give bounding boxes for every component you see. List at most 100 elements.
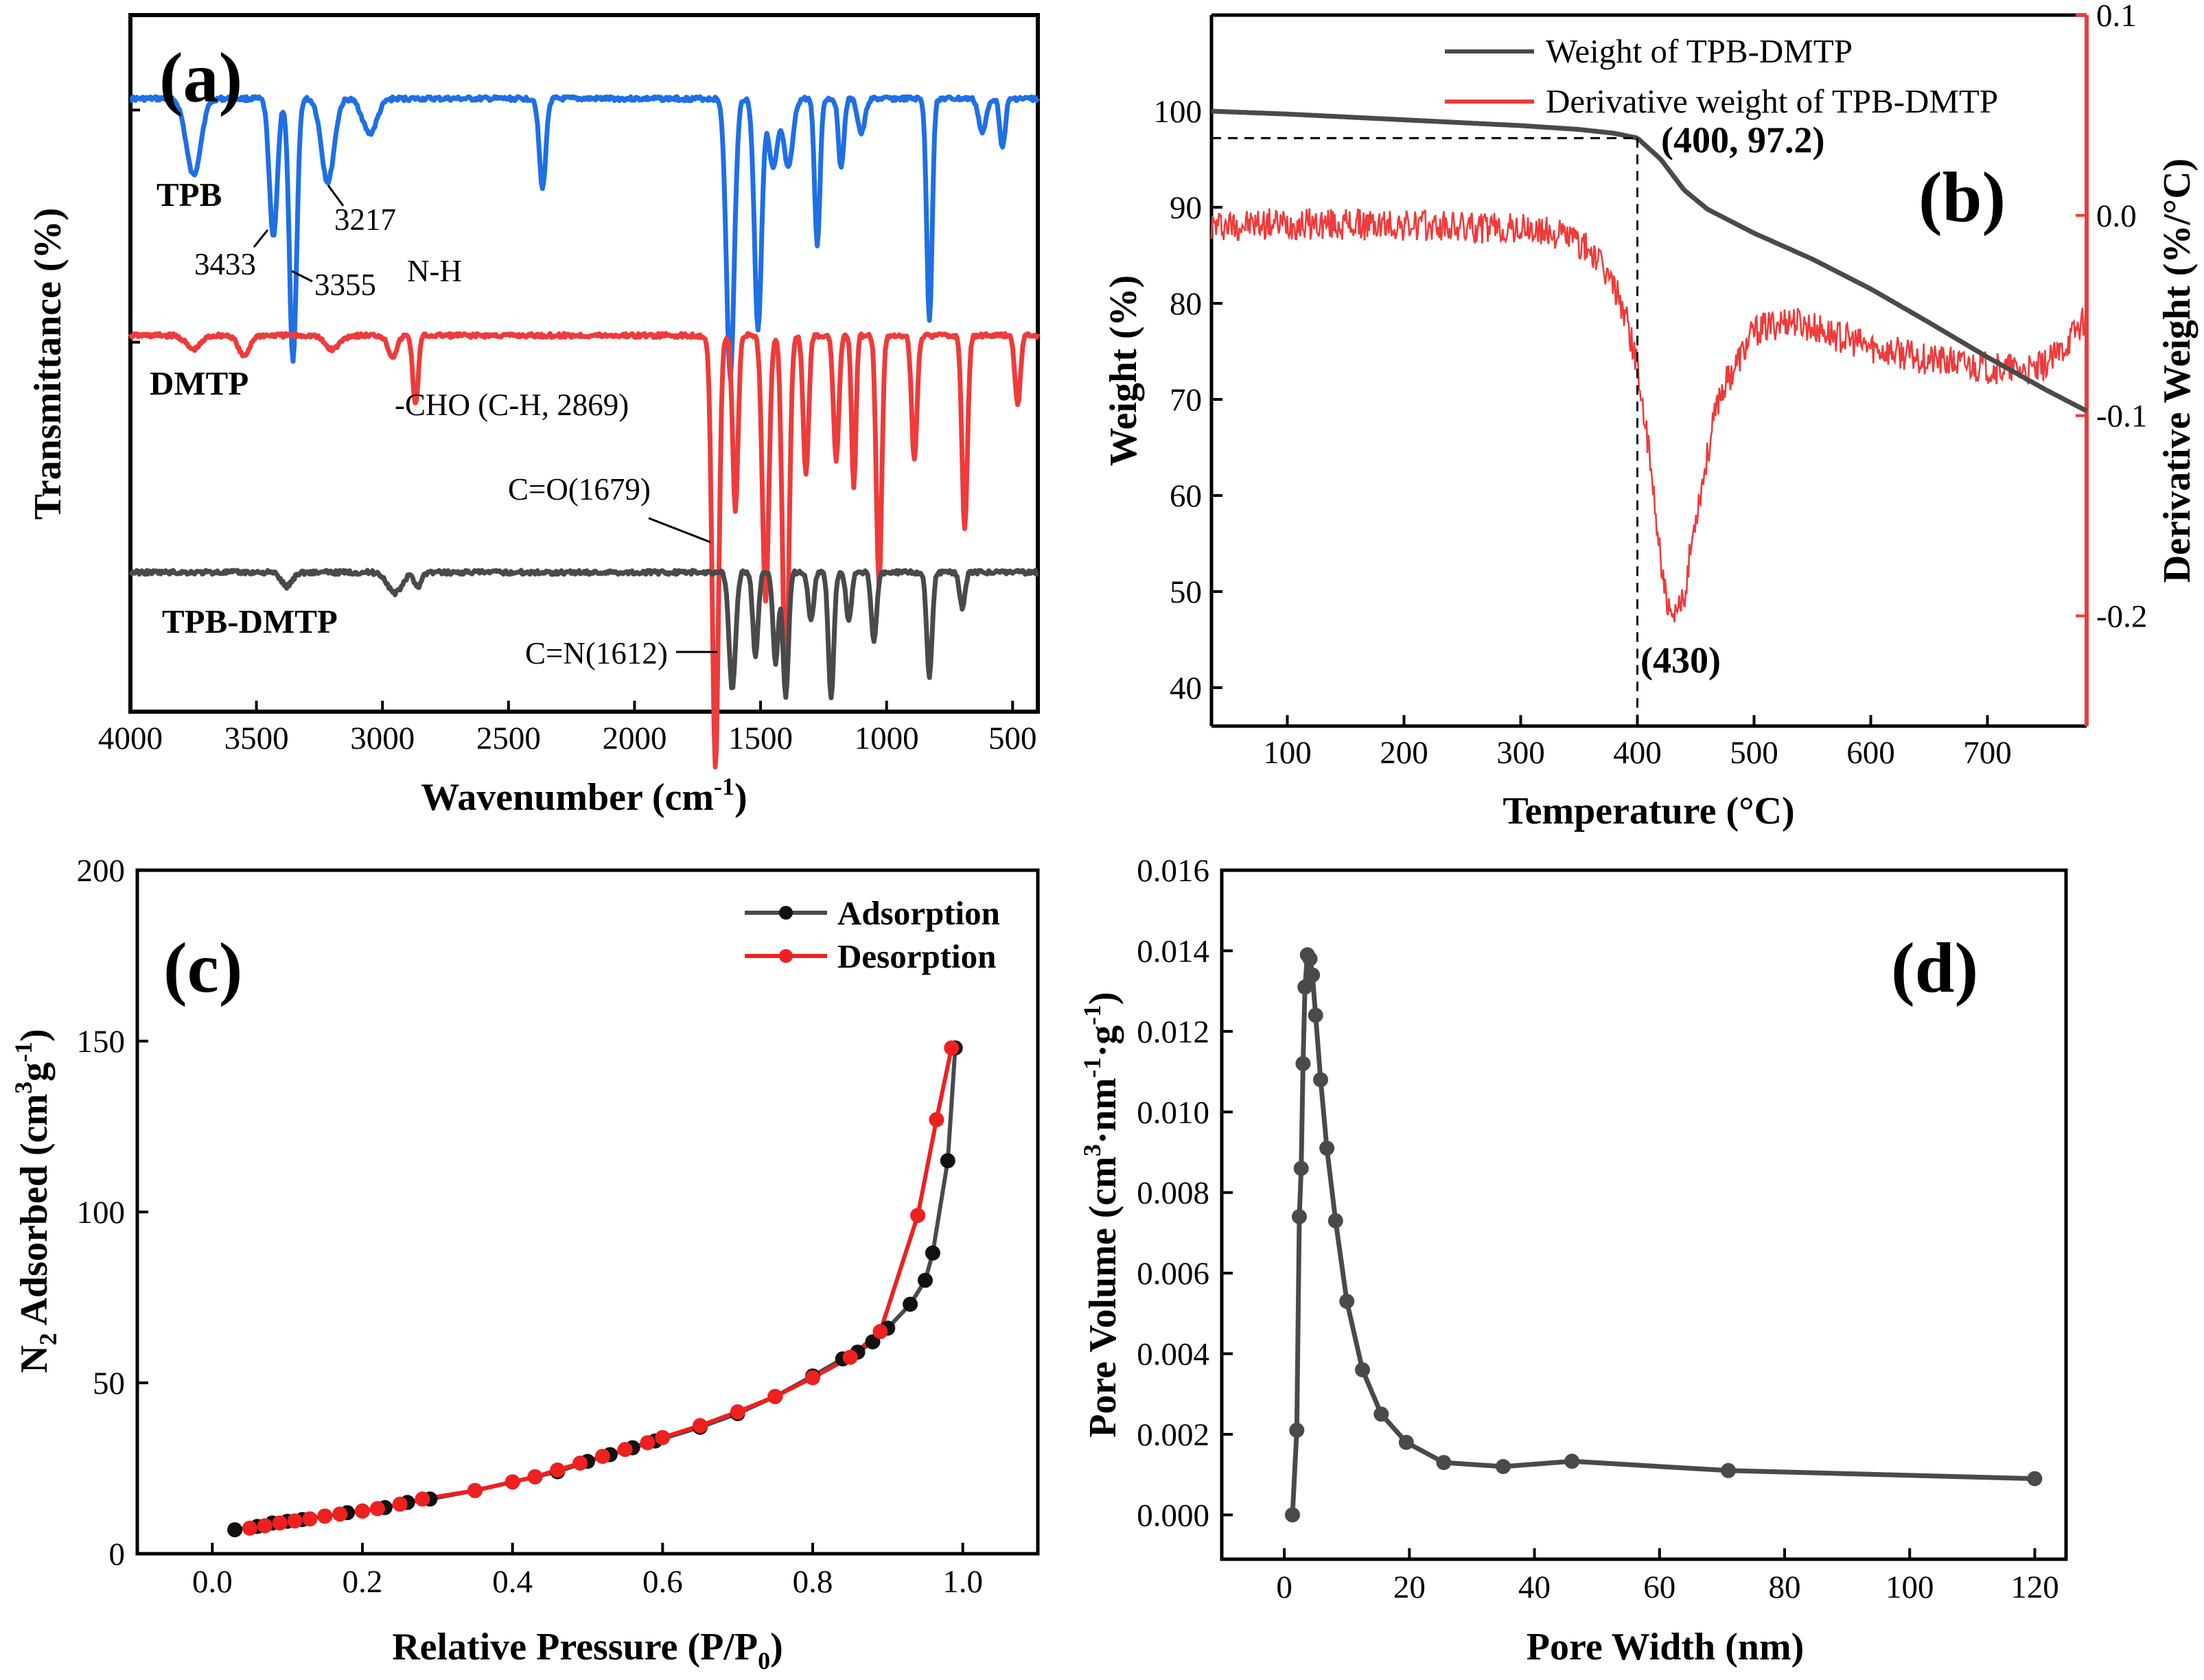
panel-c-ylabel: N2 Adsorbed (cm3g-1) — [10, 1029, 62, 1373]
data-point-pore-volume — [2027, 1471, 2043, 1486]
legend-label-desorption: Desorption — [837, 937, 996, 975]
panel-a-xtick-label: 4000 — [98, 721, 163, 756]
data-point-pore-volume — [1313, 1072, 1328, 1088]
data-point-pore-volume — [1327, 1213, 1343, 1228]
panel-a-xtick-label: 1000 — [855, 721, 919, 756]
panel-d-ytick-label: 0.016 — [1137, 853, 1209, 889]
data-point-desorption — [693, 1418, 708, 1434]
panel-b-y2tick-label: 0.0 — [2096, 198, 2137, 234]
panel-b-ytick-label: 100 — [1154, 94, 1203, 130]
panel-d-xtick-label: 0 — [1276, 1570, 1292, 1605]
data-point-pore-volume — [1293, 1160, 1309, 1176]
data-point-desorption — [257, 1518, 272, 1534]
panel-d-xtick-label: 60 — [1643, 1570, 1675, 1605]
panel-b-y2label: Derivative Weight (%/°C) — [2156, 159, 2199, 583]
panel-b: 100 200 300 400 500 600 700 40 50 60 70 80 90 100 0.1 0… — [1102, 0, 2199, 832]
data-point-desorption — [730, 1404, 745, 1420]
data-point-desorption — [550, 1462, 566, 1478]
data-point-desorption — [317, 1508, 333, 1524]
data-point-pore-volume — [1436, 1455, 1452, 1471]
data-point-desorption — [910, 1208, 926, 1223]
data-point-pore-volume — [1721, 1462, 1736, 1478]
panel-c-ytick-label: 100 — [77, 1195, 126, 1230]
panel-d-xtick-label: 100 — [1886, 1570, 1934, 1605]
panel-d-ytick-label: 0.010 — [1137, 1095, 1209, 1130]
panel-a: 4000 3500 3000 2500 2000 1500 1000 500 (a) TPB … — [27, 13, 1041, 819]
panel-a-lines — [128, 94, 1041, 770]
panel-a-xtick-label: 500 — [988, 721, 1037, 756]
panel-d-xtick-label: 120 — [2010, 1570, 2059, 1605]
panel-b-xtick-label: 600 — [1846, 735, 1895, 771]
panel-a-label: (a) — [159, 38, 242, 117]
data-point-pore-volume — [1319, 1141, 1335, 1156]
panel-c-xtick-label: 0.6 — [642, 1564, 683, 1600]
data-point-desorption — [242, 1520, 257, 1536]
data-point-desorption — [872, 1324, 888, 1340]
panel-a-xtick-label: 1500 — [728, 721, 793, 756]
series-line-derivative-weight — [1210, 208, 2087, 622]
panel-a-frame — [128, 13, 1040, 714]
data-point-desorption — [767, 1388, 783, 1404]
panel-c-ytick-label: 200 — [77, 853, 126, 889]
panel-d-ticks: 0 20 40 60 80 100 120 0.000 0.002 0.004 0.006 0.008… — [1137, 853, 2058, 1605]
data-point-desorption — [355, 1503, 370, 1519]
panel-b-xtick-label: 300 — [1496, 735, 1545, 771]
annotation-3217: 3217 — [334, 202, 396, 237]
panel-c: 0.0 0.2 0.4 0.6 0.8 1.0 0 50 100 150 200 (c) Adsor… — [10, 853, 1040, 1675]
panel-d-xlabel: Pore Width (nm) — [1527, 1626, 1804, 1668]
legend-marker-desorption — [779, 949, 793, 963]
series-line-pore-volume — [1290, 952, 2035, 1515]
panel-d-ylabel: Pore Volume (cm3·nm-1·g-1) — [1078, 992, 1124, 1437]
data-point-pore-volume — [1398, 1434, 1414, 1450]
data-point-desorption — [504, 1474, 520, 1490]
annotation-400-97: (400, 97.2) — [1661, 119, 1824, 161]
series-label-tpb: TPB — [156, 176, 222, 213]
annotation-co: C=O(1679) — [508, 472, 651, 506]
panel-d-ytick-label: 0.008 — [1137, 1176, 1209, 1211]
panel-b-ytick-label: 90 — [1170, 190, 1202, 226]
data-point-pore-volume — [1289, 1423, 1305, 1438]
series-line-weight — [1211, 108, 2088, 413]
panel-a-xtick-label: 2500 — [476, 721, 541, 756]
panel-c-ytick-label: 0 — [109, 1537, 126, 1572]
data-point-desorption — [655, 1430, 671, 1445]
panel-b-y2tick-label: 0.1 — [2096, 0, 2137, 34]
panel-a-xtick-label: 3000 — [350, 721, 415, 756]
data-point-pore-volume — [1564, 1454, 1580, 1469]
annotation-arrows-a — [253, 185, 717, 653]
panel-c-xtick-label: 0.8 — [793, 1564, 833, 1600]
data-point-adsorption — [227, 1522, 243, 1538]
data-point-desorption — [369, 1501, 385, 1517]
panel-b-y2tick-label: -0.1 — [2096, 399, 2147, 434]
panel-b-ylabel: Weight (%) — [1102, 275, 1145, 466]
annotation-3355: 3355 — [314, 268, 376, 302]
data-point-desorption — [392, 1496, 408, 1512]
panel-a-xtick-label: 3500 — [224, 721, 289, 756]
panel-c-label: (c) — [163, 929, 242, 1007]
data-point-pore-volume — [1305, 967, 1321, 983]
legend-marker-adsorption — [779, 906, 793, 920]
data-point-adsorption — [925, 1245, 940, 1261]
panel-c-ticks: 0.0 0.2 0.4 0.6 0.8 1.0 0 50 100 150 200 — [77, 853, 984, 1600]
panel-d-ytick-label: 0.006 — [1137, 1256, 1209, 1292]
data-point-adsorption — [903, 1296, 918, 1312]
data-point-pore-volume — [1496, 1459, 1511, 1474]
data-point-pore-volume — [1339, 1294, 1355, 1309]
panel-a-xlabel: Wavenumber (cm-1) — [421, 773, 747, 819]
data-point-pore-volume — [1295, 1055, 1311, 1071]
panel-d-xtick-label: 20 — [1393, 1570, 1426, 1605]
data-point-desorption — [594, 1449, 610, 1465]
data-point-desorption — [415, 1491, 430, 1507]
panel-d: 0 20 40 60 80 100 120 0.000 0.002 0.004 0.006 0.008… — [1078, 853, 2068, 1668]
data-point-desorption — [332, 1506, 348, 1522]
data-point-desorption — [640, 1435, 656, 1451]
panel-d-frame — [1220, 868, 2068, 1561]
series-line-tpb-dmtp — [128, 568, 1039, 701]
data-point-adsorption — [940, 1153, 955, 1169]
panel-d-xtick-label: 80 — [1769, 1570, 1801, 1605]
data-point-pore-volume — [1302, 951, 1318, 967]
annotation-cn: C=N(1612) — [525, 636, 668, 670]
series-line-tpb — [129, 94, 1041, 381]
panel-c-xtick-label: 0.4 — [492, 1564, 533, 1600]
